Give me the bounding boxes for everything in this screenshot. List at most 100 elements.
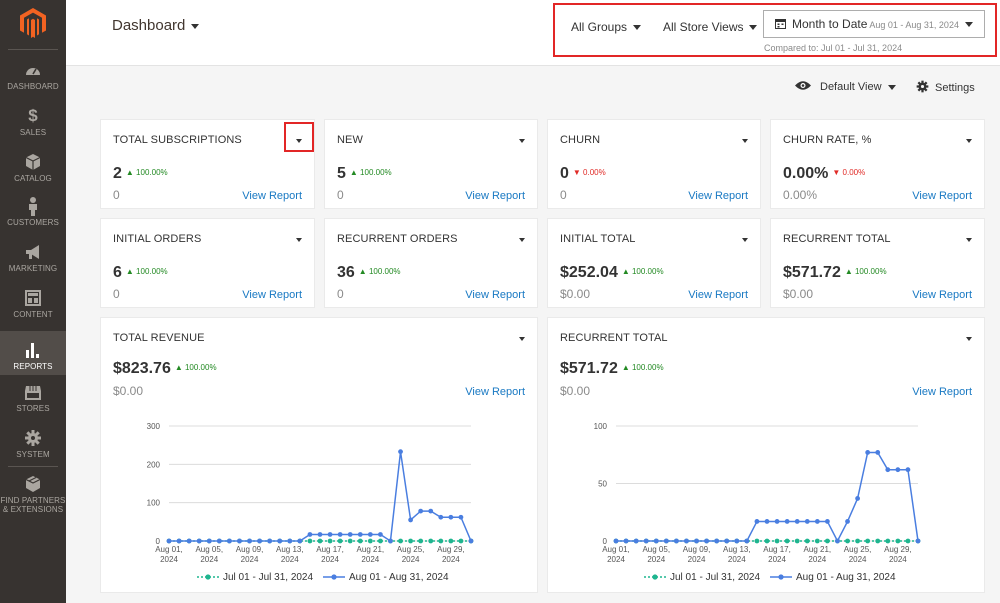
view-report-link[interactable]: View Report: [465, 289, 525, 301]
data-point[interactable]: [845, 519, 850, 524]
data-point[interactable]: [915, 538, 921, 544]
data-point[interactable]: [754, 519, 760, 524]
data-point[interactable]: [663, 538, 669, 544]
view-switcher[interactable]: Default View: [794, 80, 896, 93]
data-point[interactable]: [674, 538, 679, 544]
data-point[interactable]: [814, 538, 820, 544]
data-point[interactable]: [337, 538, 343, 544]
data-point[interactable]: [458, 514, 464, 520]
chevron-down-icon[interactable]: [296, 238, 302, 242]
date-range-picker[interactable]: Month to Date Aug 01 - Aug 31, 2024: [763, 10, 985, 38]
data-point[interactable]: [804, 519, 810, 524]
data-point[interactable]: [398, 449, 403, 455]
data-point[interactable]: [714, 538, 720, 544]
sidebar-item-content[interactable]: CONTENT: [0, 288, 66, 322]
data-point[interactable]: [267, 538, 273, 544]
data-point[interactable]: [428, 508, 434, 514]
sidebar-item-reports[interactable]: REPORTS: [0, 331, 66, 375]
chevron-down-icon[interactable]: [296, 139, 302, 143]
legend-label[interactable]: Jul 01 - Jul 31, 2024: [670, 572, 760, 583]
view-report-link[interactable]: View Report: [465, 386, 525, 398]
sidebar-item-find-partners[interactable]: FIND PARTNERS & EXTENSIONS: [0, 474, 66, 518]
data-point[interactable]: [448, 538, 454, 544]
data-point[interactable]: [684, 538, 689, 544]
data-point[interactable]: [357, 532, 363, 537]
data-point[interactable]: [327, 532, 333, 537]
data-point[interactable]: [875, 450, 881, 455]
view-report-link[interactable]: View Report: [688, 289, 748, 301]
data-point[interactable]: [196, 538, 202, 544]
data-point[interactable]: [388, 538, 393, 544]
dashboard-switcher[interactable]: Dashboard: [112, 17, 200, 34]
sidebar-item-stores[interactable]: STORES: [0, 382, 66, 416]
magento-logo-icon[interactable]: [20, 8, 46, 38]
sidebar-item-dashboard[interactable]: DASHBOARD: [0, 60, 66, 94]
data-point[interactable]: [784, 519, 790, 524]
data-point[interactable]: [337, 532, 343, 537]
groups-select[interactable]: All Groups: [571, 20, 642, 34]
data-point[interactable]: [247, 538, 252, 544]
data-point[interactable]: [734, 538, 740, 544]
data-point[interactable]: [307, 532, 313, 537]
data-point[interactable]: [825, 538, 830, 544]
data-point[interactable]: [186, 538, 192, 544]
data-point[interactable]: [408, 517, 413, 523]
data-point[interactable]: [398, 538, 403, 544]
legend-label[interactable]: Jul 01 - Jul 31, 2024: [223, 572, 313, 583]
data-point[interactable]: [297, 538, 303, 544]
data-point[interactable]: [367, 538, 373, 544]
data-point[interactable]: [764, 519, 770, 524]
data-point[interactable]: [855, 538, 860, 544]
data-point[interactable]: [257, 538, 262, 544]
data-point[interactable]: [438, 514, 444, 520]
view-report-link[interactable]: View Report: [912, 289, 972, 301]
data-point[interactable]: [774, 519, 780, 524]
data-point[interactable]: [227, 538, 232, 544]
legend-label[interactable]: Aug 01 - Aug 31, 2024: [349, 572, 449, 583]
data-point[interactable]: [327, 538, 333, 544]
data-point[interactable]: [468, 538, 474, 544]
data-point[interactable]: [613, 538, 619, 544]
data-point[interactable]: [885, 538, 891, 544]
data-point[interactable]: [855, 496, 860, 501]
data-point[interactable]: [418, 508, 424, 514]
data-point[interactable]: [176, 538, 182, 544]
data-point[interactable]: [408, 538, 413, 544]
chevron-down-icon[interactable]: [519, 238, 525, 242]
view-report-link[interactable]: View Report: [465, 190, 525, 202]
data-point[interactable]: [347, 532, 353, 537]
data-point[interactable]: [623, 538, 629, 544]
view-report-link[interactable]: View Report: [912, 190, 972, 202]
store-views-select[interactable]: All Store Views: [663, 20, 758, 34]
data-point[interactable]: [704, 538, 709, 544]
data-point[interactable]: [448, 514, 454, 520]
data-point[interactable]: [287, 538, 293, 544]
data-point[interactable]: [653, 538, 659, 544]
data-point[interactable]: [724, 538, 730, 544]
data-point[interactable]: [347, 538, 353, 544]
chevron-down-icon[interactable]: [519, 139, 525, 143]
view-report-link[interactable]: View Report: [242, 289, 302, 301]
data-point[interactable]: [804, 538, 810, 544]
data-point[interactable]: [357, 538, 363, 544]
data-point[interactable]: [905, 538, 911, 544]
data-point[interactable]: [438, 538, 444, 544]
data-point[interactable]: [835, 538, 840, 544]
card-menu-button[interactable]: [284, 122, 314, 152]
chevron-down-icon[interactable]: [519, 337, 525, 341]
sidebar-item-marketing[interactable]: MARKETING: [0, 242, 66, 276]
data-point[interactable]: [216, 538, 222, 544]
sidebar-item-customers[interactable]: CUSTOMERS: [0, 196, 66, 230]
data-point[interactable]: [885, 467, 891, 473]
chevron-down-icon[interactable]: [966, 238, 972, 242]
data-point[interactable]: [694, 538, 699, 544]
view-report-link[interactable]: View Report: [688, 190, 748, 202]
data-point[interactable]: [317, 538, 323, 544]
chevron-down-icon[interactable]: [966, 139, 972, 143]
data-point[interactable]: [206, 538, 212, 544]
data-point[interactable]: [784, 538, 790, 544]
data-point[interactable]: [166, 538, 172, 544]
data-point[interactable]: [458, 538, 464, 544]
data-point[interactable]: [744, 538, 750, 544]
data-point[interactable]: [428, 538, 434, 544]
